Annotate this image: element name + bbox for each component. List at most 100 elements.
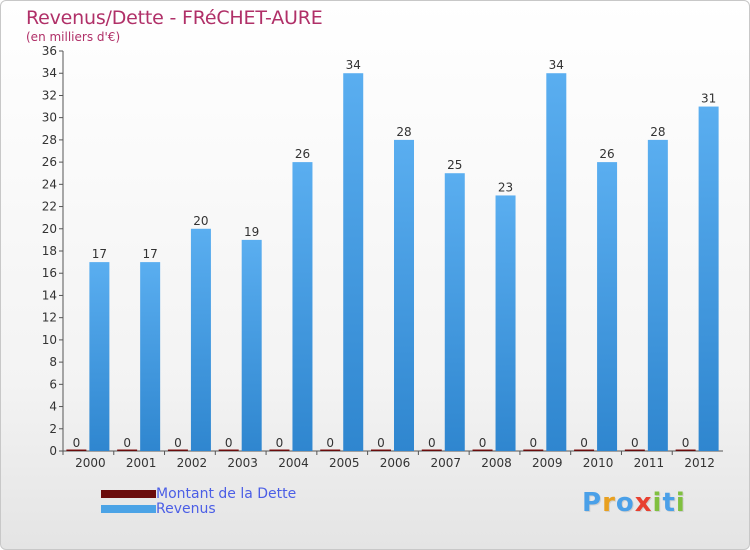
chart-subtitle: (en milliers d'€)	[26, 30, 121, 44]
x-tick-label: 2004	[278, 456, 309, 470]
x-tick-label: 2010	[583, 456, 614, 470]
bar-dette	[320, 449, 341, 451]
bar-dette	[218, 449, 239, 451]
data-label-dette: 0	[174, 436, 182, 450]
logo-letter: t	[662, 488, 676, 518]
data-label-dette: 0	[377, 436, 385, 450]
y-tick-label: 34	[42, 66, 57, 80]
y-tick-label: 6	[49, 377, 57, 391]
bar-dette	[523, 449, 544, 451]
bar-revenus	[698, 106, 719, 452]
legend-swatch-dette	[101, 490, 156, 498]
data-label-dette: 0	[479, 436, 487, 450]
x-tick-label: 2012	[684, 456, 715, 470]
y-tick-label: 30	[42, 111, 57, 125]
bar-dette	[421, 449, 442, 451]
data-label-dette: 0	[276, 436, 284, 450]
data-label-revenus: 26	[295, 147, 310, 161]
data-label-dette: 0	[428, 436, 436, 450]
y-tick-label: 32	[42, 88, 57, 102]
x-tick-label: 2001	[126, 456, 157, 470]
data-label-revenus: 26	[599, 147, 614, 161]
y-tick-label: 18	[42, 244, 57, 258]
x-tick-label: 2003	[227, 456, 258, 470]
y-tick-label: 0	[49, 444, 57, 458]
y-tick-label: 10	[42, 333, 57, 347]
chart-title: Revenus/Dette - FRéCHET-AURE	[26, 7, 323, 29]
data-label-revenus: 28	[650, 125, 665, 139]
legend-label-dette: Montant de la Dette	[156, 486, 297, 502]
bar-revenus	[241, 239, 262, 451]
bar-revenus	[394, 139, 414, 451]
y-tick-label: 20	[42, 222, 57, 236]
bar-revenus	[546, 73, 567, 451]
y-tick-label: 16	[42, 266, 57, 280]
data-label-dette: 0	[529, 436, 537, 450]
bar-revenus	[343, 73, 364, 451]
bar-revenus	[89, 262, 110, 451]
x-tick-label: 2009	[532, 456, 563, 470]
bar-dette	[269, 449, 290, 451]
data-label-dette: 0	[580, 436, 588, 450]
logo-letter: o	[615, 488, 635, 518]
y-tick-label: 14	[42, 288, 57, 302]
bar-dette	[371, 449, 391, 451]
y-tick-label: 26	[42, 155, 57, 169]
logo-letter: i	[675, 488, 686, 518]
bar-revenus	[647, 139, 668, 451]
data-label-revenus: 31	[701, 92, 716, 106]
bar-revenus	[495, 195, 516, 451]
x-tick-label: 2006	[380, 456, 411, 470]
bar-revenus	[190, 228, 211, 451]
y-tick-label: 28	[42, 133, 57, 147]
logo-letter: x	[634, 488, 653, 518]
x-tick-label: 2011	[634, 456, 665, 470]
legend-label-revenus: Revenus	[156, 501, 216, 517]
y-tick-label: 2	[49, 422, 57, 436]
bar-dette	[66, 449, 87, 451]
data-label-revenus: 34	[346, 58, 361, 72]
data-label-dette: 0	[123, 436, 131, 450]
x-tick-label: 2005	[329, 456, 360, 470]
bar-dette	[472, 449, 493, 451]
data-label-revenus: 17	[92, 247, 107, 261]
bar-revenus	[444, 173, 465, 451]
x-tick-label: 2007	[430, 456, 461, 470]
data-label-revenus: 34	[549, 58, 564, 72]
data-label-dette: 0	[73, 436, 81, 450]
data-label-revenus: 19	[244, 225, 259, 239]
bar-revenus	[140, 262, 161, 451]
bar-dette	[167, 449, 188, 451]
data-label-dette: 0	[682, 436, 690, 450]
logo-letter: r	[602, 488, 616, 518]
y-tick-label: 22	[42, 200, 57, 214]
y-tick-label: 12	[42, 311, 57, 325]
bar-dette	[574, 449, 595, 451]
legend-swatch-revenus	[101, 505, 156, 513]
y-tick-label: 36	[42, 44, 57, 58]
data-label-revenus: 28	[396, 125, 411, 139]
x-tick-label: 2008	[481, 456, 512, 470]
data-label-revenus: 25	[447, 158, 462, 172]
data-label-dette: 0	[326, 436, 334, 450]
bar-dette	[117, 449, 138, 451]
logo-letter: i	[652, 488, 663, 518]
y-tick-label: 24	[42, 177, 57, 191]
data-label-dette: 0	[631, 436, 639, 450]
data-label-revenus: 23	[498, 180, 513, 194]
logo-letter: P	[582, 488, 603, 518]
y-tick-label: 8	[49, 355, 57, 369]
bar-dette	[675, 449, 696, 451]
bar-revenus	[597, 162, 618, 451]
x-tick-label: 2000	[75, 456, 106, 470]
bar-revenus	[292, 162, 313, 451]
data-label-dette: 0	[225, 436, 233, 450]
bar-dette	[624, 449, 645, 451]
data-label-revenus: 17	[143, 247, 158, 261]
x-tick-label: 2002	[177, 456, 208, 470]
data-label-revenus: 20	[193, 214, 208, 228]
y-tick-label: 4	[49, 400, 57, 414]
proxiti-logo: Proxiti	[582, 488, 686, 518]
